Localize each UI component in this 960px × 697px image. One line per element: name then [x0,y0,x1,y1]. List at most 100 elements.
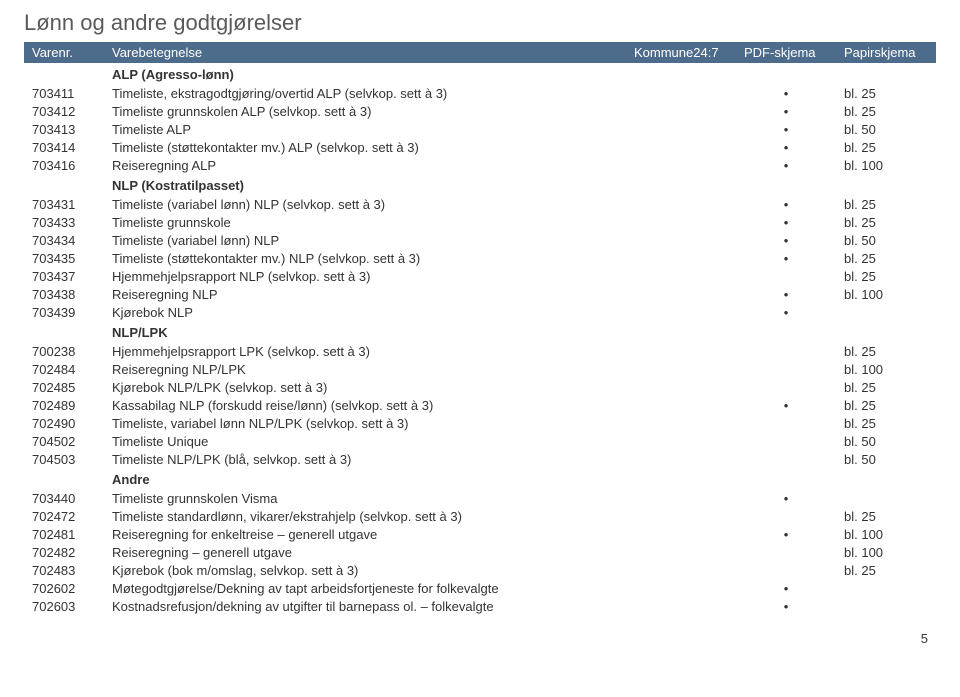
table-header: Varenr. Varebetegnelse Kommune24:7 PDF-s… [24,42,936,63]
cell-pdf: • [736,84,836,102]
cell-pdf: • [736,303,836,321]
cell-paper: bl. 50 [836,231,936,249]
table-row: 703414Timeliste (støttekontakter mv.) AL… [24,138,936,156]
cell-paper [836,489,936,507]
cell-varenr: 703439 [24,303,104,321]
table-row: 703411Timeliste, ekstragodtgjøring/overt… [24,84,936,102]
cell-varenr: 703438 [24,285,104,303]
cell-varenr: 703411 [24,84,104,102]
cell-paper [836,597,936,615]
cell-paper: bl. 50 [836,450,936,468]
cell-kommune [626,84,736,102]
cell-pdf: • [736,102,836,120]
table-row: 702603Kostnadsrefusjon/dekning av utgift… [24,597,936,615]
cell-desc: Reiseregning NLP [104,285,626,303]
cell-paper: bl. 25 [836,249,936,267]
table-row: 703431Timeliste (variabel lønn) NLP (sel… [24,195,936,213]
cell-varenr: 702472 [24,507,104,525]
cell-desc: Kostnadsrefusjon/dekning av utgifter til… [104,597,626,615]
cell-pdf: • [736,525,836,543]
cell-desc: Hjemmehjelpsrapport NLP (selvkop. sett à… [104,267,626,285]
cell-varenr: 702602 [24,579,104,597]
cell-desc: Reiseregning ALP [104,156,626,174]
cell-kommune [626,561,736,579]
cell-kommune [626,396,736,414]
cell-paper: bl. 25 [836,561,936,579]
cell-varenr: 702489 [24,396,104,414]
cell-paper: bl. 25 [836,342,936,360]
cell-desc: Timeliste standardlønn, vikarer/ekstrahj… [104,507,626,525]
cell-pdf: • [736,231,836,249]
cell-pdf [736,414,836,432]
cell-varenr: 703433 [24,213,104,231]
cell-desc: Timeliste (støttekontakter mv.) NLP (sel… [104,249,626,267]
cell-paper: bl. 25 [836,84,936,102]
table-row: 702483Kjørebok (bok m/omslag, selvkop. s… [24,561,936,579]
cell-paper: bl. 50 [836,120,936,138]
cell-desc: Møtegodtgjørelse/Dekning av tapt arbeids… [104,579,626,597]
cell-pdf [736,543,836,561]
col-kommune: Kommune24:7 [626,42,736,63]
cell-desc: Reiseregning NLP/LPK [104,360,626,378]
cell-kommune [626,360,736,378]
cell-pdf: • [736,249,836,267]
cell-varenr: 702603 [24,597,104,615]
table-row: 704502Timeliste Uniquebl. 50 [24,432,936,450]
cell-varenr: 703435 [24,249,104,267]
cell-paper: bl. 25 [836,378,936,396]
cell-pdf: • [736,489,836,507]
table-row: 702602Møtegodtgjørelse/Dekning av tapt a… [24,579,936,597]
cell-paper [836,303,936,321]
cell-varenr: 702482 [24,543,104,561]
cell-kommune [626,195,736,213]
table-row: 702481Reiseregning for enkeltreise – gen… [24,525,936,543]
cell-desc: Reiseregning for enkeltreise – generell … [104,525,626,543]
col-papir: Papirskjema [836,42,936,63]
cell-desc: Timeliste (støttekontakter mv.) ALP (sel… [104,138,626,156]
cell-desc: Timeliste Unique [104,432,626,450]
cell-desc: Hjemmehjelpsrapport LPK (selvkop. sett à… [104,342,626,360]
cell-kommune [626,378,736,396]
cell-pdf: • [736,285,836,303]
cell-paper: bl. 100 [836,543,936,561]
cell-pdf: • [736,597,836,615]
cell-pdf: • [736,156,836,174]
cell-kommune [626,489,736,507]
cell-kommune [626,507,736,525]
cell-varenr: 703413 [24,120,104,138]
table-row: 702490Timeliste, variabel lønn NLP/LPK (… [24,414,936,432]
table-row: 702484Reiseregning NLP/LPKbl. 100 [24,360,936,378]
cell-desc: Timeliste, variabel lønn NLP/LPK (selvko… [104,414,626,432]
cell-paper: bl. 25 [836,267,936,285]
cell-varenr: 703437 [24,267,104,285]
cell-kommune [626,525,736,543]
table-row: 703413Timeliste ALP•bl. 50 [24,120,936,138]
cell-paper: bl. 50 [836,432,936,450]
cell-kommune [626,414,736,432]
cell-kommune [626,231,736,249]
cell-desc: Timeliste ALP [104,120,626,138]
table-row: 703438Reiseregning NLP•bl. 100 [24,285,936,303]
cell-paper: bl. 25 [836,195,936,213]
cell-desc: Timeliste grunnskolen ALP (selvkop. sett… [104,102,626,120]
cell-desc: Timeliste (variabel lønn) NLP [104,231,626,249]
cell-pdf [736,432,836,450]
table-row: 702472Timeliste standardlønn, vikarer/ek… [24,507,936,525]
cell-desc: Kjørebok NLP [104,303,626,321]
table-row: 703416Reiseregning ALP•bl. 100 [24,156,936,174]
cell-kommune [626,249,736,267]
cell-pdf [736,450,836,468]
cell-varenr: 702481 [24,525,104,543]
table-row: 704503Timeliste NLP/LPK (blå, selvkop. s… [24,450,936,468]
cell-kommune [626,267,736,285]
cell-desc: Kjørebok NLP/LPK (selvkop. sett à 3) [104,378,626,396]
cell-varenr: 703414 [24,138,104,156]
cell-kommune [626,138,736,156]
cell-desc: Timeliste NLP/LPK (blå, selvkop. sett à … [104,450,626,468]
table-row: 702485Kjørebok NLP/LPK (selvkop. sett à … [24,378,936,396]
cell-kommune [626,213,736,231]
cell-varenr: 702485 [24,378,104,396]
cell-paper: bl. 25 [836,138,936,156]
table-row: 702482Reiseregning – generell utgavebl. … [24,543,936,561]
cell-varenr: 700238 [24,342,104,360]
